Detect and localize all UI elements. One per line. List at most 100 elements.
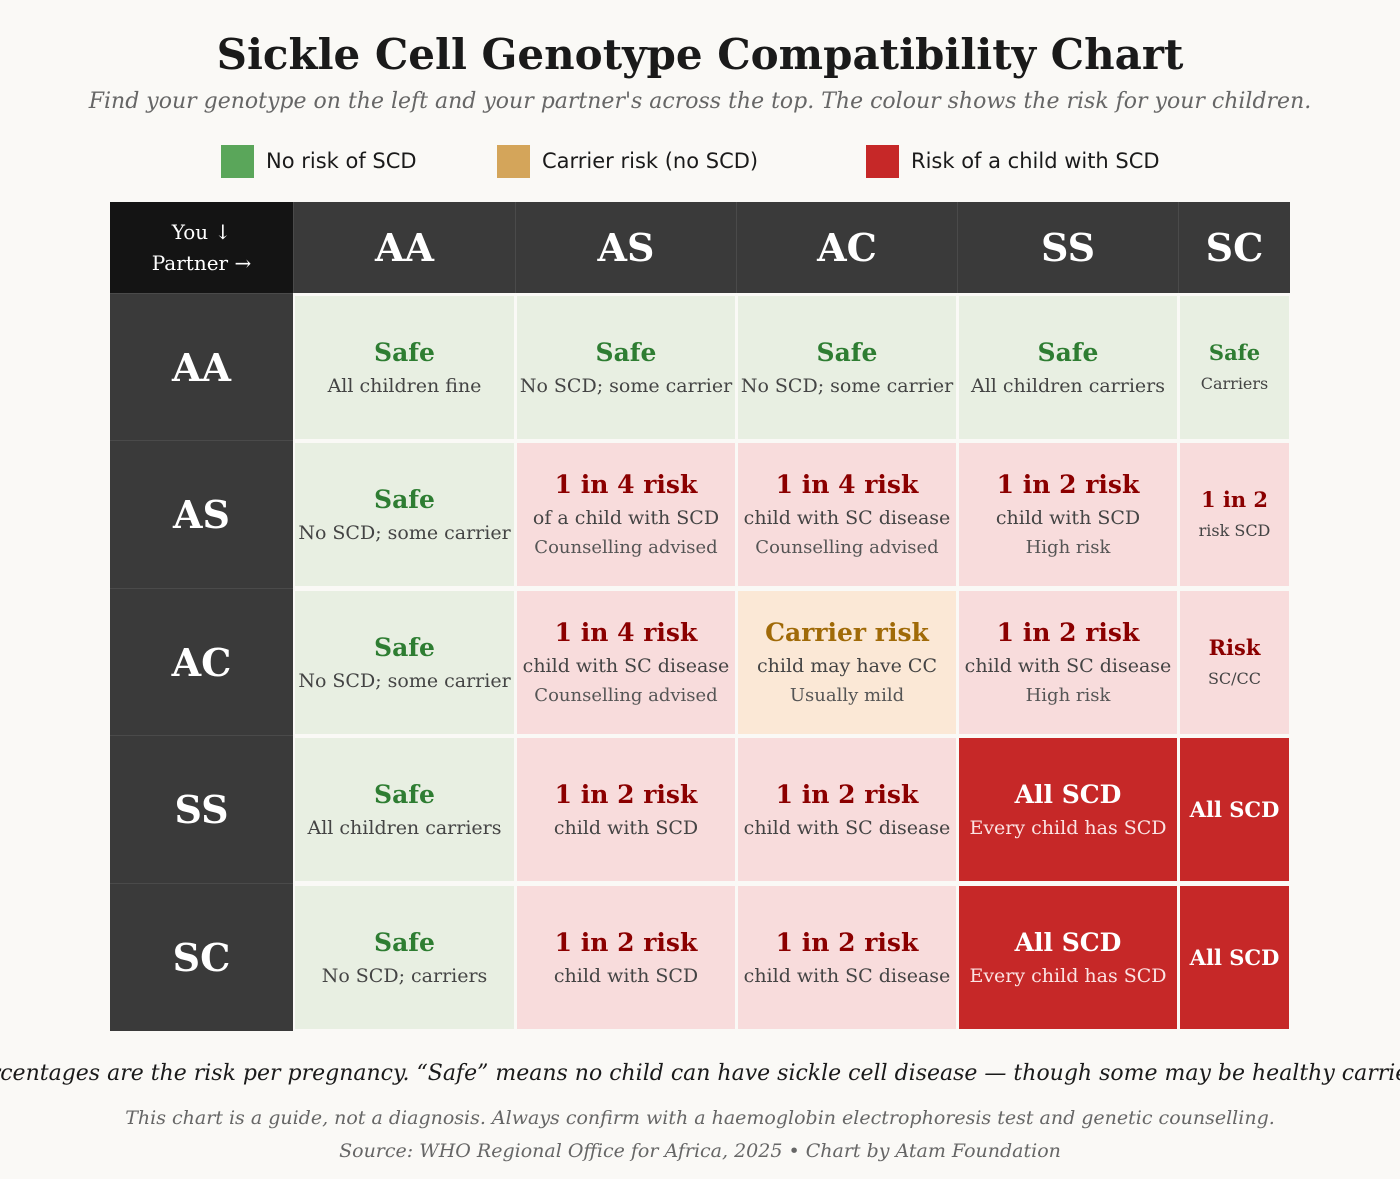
cell-ac-ss: 1 in 2 risk child with SC disease High ris… <box>959 591 1177 734</box>
cell-ss-aa: Safe All children carriers <box>295 738 514 881</box>
compatibility-grid: You ↓ Partner → AA AS AC SS SC AA Safe All chil… <box>110 202 1290 1032</box>
cell-ac-ac: Carrier risk child may have CC Usually mil… <box>738 591 956 734</box>
cell-risk-label: 1 in 2 risk <box>554 927 698 957</box>
cell-description: No SCD; some carrier <box>740 374 954 397</box>
cell-risk-label: All SCD <box>1014 927 1122 957</box>
footnote: Percentages are the risk per pregnancy. … <box>0 1061 1400 1086</box>
cell-as-aa: Safe No SCD; some carrier <box>295 443 514 586</box>
cell-risk-label: 1 in 2 risk <box>996 469 1140 499</box>
legend-label-no-risk: No risk of SCD <box>266 149 417 173</box>
cell-risk-label: 1 in 2 risk <box>775 927 919 957</box>
cell-ss-ac: 1 in 2 risk child with SC disease <box>738 738 956 881</box>
cell-description: child with SC disease <box>743 964 951 987</box>
cell-risk-label: Safe <box>374 484 435 514</box>
cell-sc-as: 1 in 2 risk child with SCD <box>517 886 735 1029</box>
cell-risk-label: 1 in 2 risk <box>775 779 919 809</box>
source-credit: Source: WHO Regional Office for Africa, … <box>339 1140 1061 1162</box>
cell-description: All children carriers <box>307 816 502 839</box>
cell-description: child may have CC <box>756 654 937 677</box>
cell-sc-ss: All SCD Every child has SCD <box>959 886 1177 1029</box>
cell-description: All children carriers <box>971 374 1165 397</box>
cell-as-sc: 1 in 2 risk SCD <box>1180 443 1289 586</box>
cell-sc-aa: Safe No SCD; carriers <box>295 886 514 1029</box>
legend-item-no-risk: No risk of SCD <box>221 144 417 178</box>
row-header-ss: SS <box>110 735 293 883</box>
legend-item-scd-risk: Risk of a child with SCD <box>866 144 1160 178</box>
cell-description: risk SCD <box>1198 520 1271 540</box>
cell-risk-label: Safe <box>1037 337 1099 367</box>
column-header-ss: SS <box>957 202 1178 293</box>
cell-advice: Counselling advised <box>534 684 718 706</box>
cell-risk-label: 1 in 2 risk <box>554 779 698 809</box>
chart-title: Sickle Cell Genotype Compatibility Chart <box>216 30 1184 79</box>
cell-sc-ac: 1 in 2 risk child with SC disease <box>738 886 956 1029</box>
cell-risk-label: Carrier risk <box>765 617 929 647</box>
row-header-ac: AC <box>110 588 293 736</box>
cell-as-ac: 1 in 4 risk child with SC disease Counsell… <box>738 443 956 586</box>
corner-you-label: You ↓ <box>171 219 232 244</box>
cell-description: No SCD; some carrier <box>298 669 511 692</box>
corner-header: You ↓ Partner → <box>110 202 293 293</box>
cell-risk-label: Safe <box>816 337 878 367</box>
cell-risk-label: Safe <box>374 337 435 367</box>
cell-description: child with SC disease <box>522 654 730 677</box>
cell-ac-aa: Safe No SCD; some carrier <box>295 591 514 734</box>
cell-description: child with SCD <box>553 964 699 987</box>
cell-description: child with SC disease <box>743 506 951 529</box>
column-header-ac: AC <box>736 202 957 293</box>
row-header-as: AS <box>110 440 293 588</box>
cell-description: No SCD; some carrier <box>298 521 511 544</box>
cell-ss-sc: All SCD <box>1180 738 1289 881</box>
legend-label-carrier-risk: Carrier risk (no SCD) <box>542 149 759 173</box>
cell-aa-ss: Safe All children carriers <box>959 296 1177 439</box>
cell-description: All children fine <box>327 374 482 397</box>
legend-swatch-no-risk <box>221 144 254 178</box>
cell-aa-aa: Safe All children fine <box>295 296 514 439</box>
cell-risk-label: 1 in 2 <box>1200 486 1269 512</box>
column-header-aa: AA <box>293 202 515 293</box>
cell-advice: Counselling advised <box>755 536 939 558</box>
cell-risk-label: 1 in 4 risk <box>554 617 698 647</box>
cell-aa-as: Safe No SCD; some carrier <box>517 296 735 439</box>
cell-description: child with SCD <box>553 816 699 839</box>
cell-description: Every child has SCD <box>969 816 1167 839</box>
cell-advice: Usually mild <box>789 684 905 706</box>
cell-description: SC/CC <box>1207 668 1262 688</box>
cell-risk-label: 1 in 4 risk <box>775 469 919 499</box>
cell-ac-sc: Risk SC/CC <box>1180 591 1289 734</box>
legend-swatch-carrier-risk <box>497 144 530 178</box>
legend: No risk of SCD Carrier risk (no SCD) Ris… <box>0 144 1400 178</box>
disclaimer: This chart is a guide, not a diagnosis. … <box>125 1107 1275 1129</box>
cell-as-as: 1 in 4 risk of a child with SCD Counsellin… <box>517 443 735 586</box>
row-header-sc: SC <box>110 883 293 1031</box>
cell-risk-label: All SCD <box>1014 779 1122 809</box>
cell-risk-label: 1 in 4 risk <box>554 469 698 499</box>
column-header-sc: SC <box>1178 202 1290 293</box>
cell-risk-label: Safe <box>374 779 435 809</box>
cell-aa-ac: Safe No SCD; some carrier <box>738 296 956 439</box>
cell-ss-as: 1 in 2 risk child with SCD <box>517 738 735 881</box>
cell-advice: High risk <box>1025 536 1111 558</box>
cell-description: No SCD; some carrier <box>519 374 733 397</box>
cell-risk-label: All SCD <box>1189 796 1280 822</box>
legend-label-scd-risk: Risk of a child with SCD <box>911 149 1160 173</box>
cell-advice: High risk <box>1025 684 1111 706</box>
cell-risk-label: 1 in 2 risk <box>996 617 1140 647</box>
cell-risk-label: Safe <box>1208 339 1261 365</box>
cell-risk-label: All SCD <box>1189 944 1280 970</box>
chart-subtitle: Find your genotype on the left and your … <box>88 89 1312 114</box>
cell-sc-sc: All SCD <box>1180 886 1289 1029</box>
cell-risk-label: Safe <box>374 632 435 662</box>
cell-description: Every child has SCD <box>969 964 1167 987</box>
cell-risk-label: Safe <box>374 927 435 957</box>
cell-ac-as: 1 in 4 risk child with SC disease Counsell… <box>517 591 735 734</box>
cell-risk-label: Safe <box>595 337 657 367</box>
cell-description: child with SC disease <box>964 654 1172 677</box>
row-header-aa: AA <box>110 293 293 441</box>
legend-swatch-scd-risk <box>866 144 899 178</box>
cell-description: No SCD; carriers <box>321 964 488 987</box>
cell-as-ss: 1 in 2 risk child with SCD High risk <box>959 443 1177 586</box>
cell-aa-sc: Safe Carriers <box>1180 296 1289 439</box>
column-header-as: AS <box>515 202 736 293</box>
cell-ss-ss: All SCD Every child has SCD <box>959 738 1177 881</box>
